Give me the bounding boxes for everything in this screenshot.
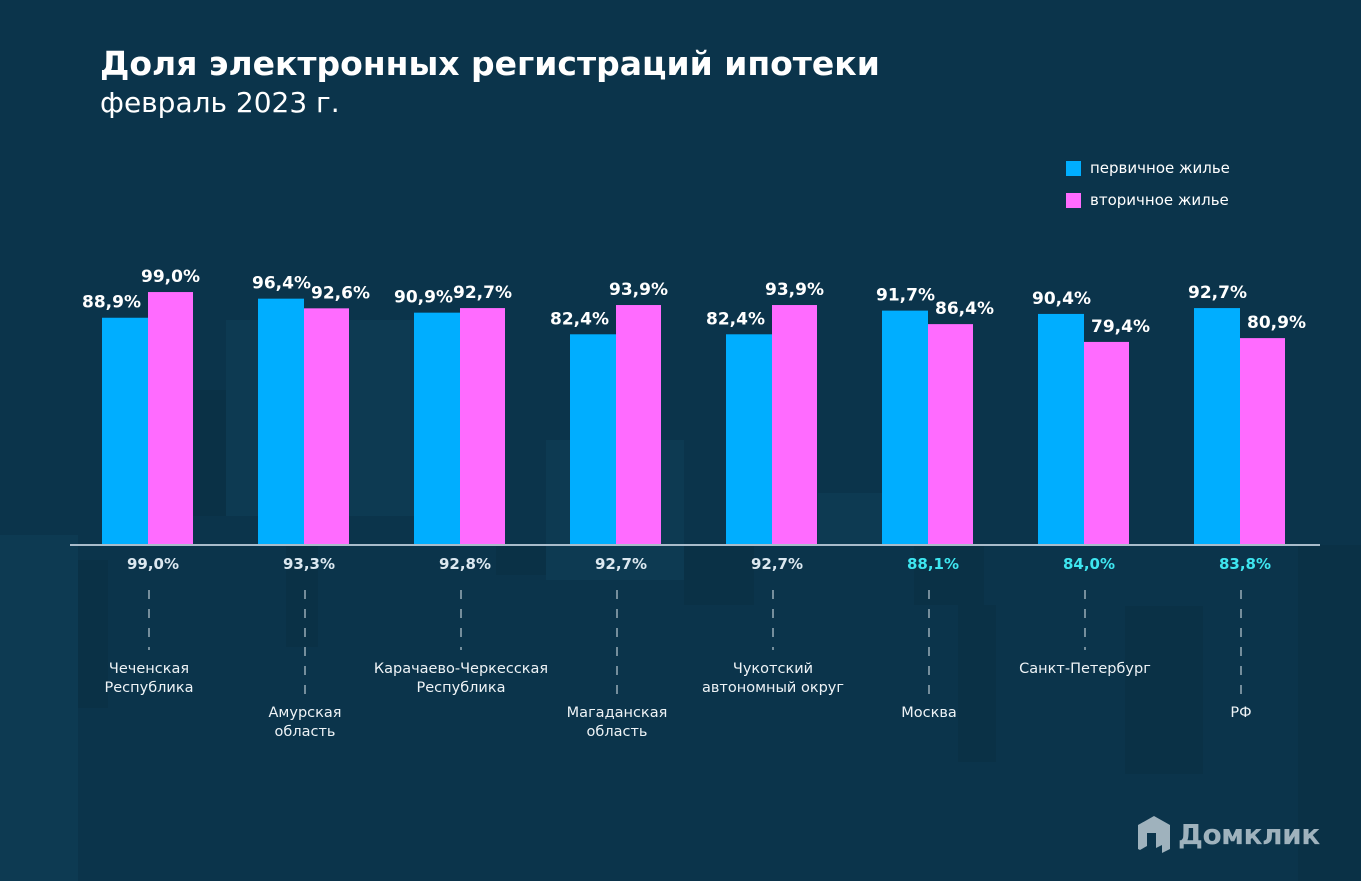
value-label-secondary: 93,9%: [609, 280, 668, 300]
value-label-primary: 90,4%: [1032, 289, 1091, 309]
value-label-secondary: 86,4%: [935, 299, 994, 319]
legend: первичное жилье вторичное жилье: [1066, 152, 1230, 216]
bar-primary: [1194, 308, 1240, 544]
total-label: 93,3%: [283, 555, 335, 573]
background-shape: [958, 605, 996, 762]
chart-subtitle: февраль 2023 г.: [100, 86, 340, 119]
category-label: Карачаево-Черкесская: [374, 661, 548, 677]
bar-secondary: [304, 308, 349, 544]
category-label: Чукотский: [733, 661, 813, 677]
background-shape: [1125, 606, 1203, 774]
category-label: Санкт-Петербург: [1019, 661, 1151, 677]
value-label-primary: 88,9%: [82, 293, 141, 313]
value-label-primary: 92,7%: [1188, 283, 1247, 303]
legend-label-primary: первичное жилье: [1090, 159, 1230, 177]
legend-swatch-secondary: [1066, 192, 1081, 208]
value-label-secondary: 79,4%: [1091, 317, 1150, 337]
value-label-primary: 82,4%: [550, 309, 609, 329]
category-label: Москва: [901, 705, 957, 721]
total-label: 92,8%: [439, 555, 491, 573]
bar-primary: [882, 310, 928, 544]
value-label-secondary: 93,9%: [765, 280, 824, 300]
bar-secondary: [616, 305, 661, 544]
house-logo-icon: [1138, 816, 1170, 853]
bar-secondary: [1240, 338, 1285, 544]
background-shape: [914, 545, 984, 605]
value-label-secondary: 80,9%: [1247, 313, 1306, 333]
bar-primary: [258, 298, 304, 544]
bar-secondary: [148, 292, 193, 544]
legend-label-secondary: вторичное жилье: [1090, 191, 1229, 209]
bar-secondary: [460, 308, 505, 544]
value-label-primary: 91,7%: [876, 286, 935, 306]
category-label: Чеченская: [109, 661, 189, 677]
bar-secondary: [772, 305, 817, 544]
background-shape: [0, 535, 78, 881]
category-label: Республика: [417, 680, 506, 696]
bar-primary: [102, 317, 148, 544]
value-label-primary: 90,9%: [394, 288, 453, 308]
category-label: РФ: [1230, 705, 1251, 721]
category-label: автономный округ: [702, 680, 844, 696]
background-shape: [286, 545, 318, 647]
value-label-secondary: 92,6%: [311, 283, 370, 303]
bar-primary: [726, 334, 772, 544]
category-label: Магаданская: [567, 705, 668, 721]
legend-swatch-primary: [1066, 160, 1081, 176]
background-shape: [78, 560, 108, 708]
total-label: 88,1%: [907, 555, 959, 573]
bar-primary: [1038, 313, 1084, 544]
chart-title: Доля электронных регистраций ипотеки: [100, 44, 880, 83]
bar-primary: [414, 312, 460, 544]
background-shape: [1298, 545, 1361, 881]
total-label: 84,0%: [1063, 555, 1115, 573]
background-shape: [496, 545, 546, 575]
brand-logo: Домклик: [1136, 815, 1320, 853]
background-shape: [684, 545, 754, 605]
total-label: 83,8%: [1219, 555, 1271, 573]
category-label: область: [275, 724, 336, 740]
bar-primary: [570, 334, 616, 544]
background-shape: [193, 390, 226, 516]
legend-item-primary: первичное жилье: [1066, 152, 1230, 184]
background-shape: [818, 493, 884, 545]
total-label: 99,0%: [127, 555, 179, 573]
bar-secondary: [1084, 341, 1129, 544]
value-label-secondary: 92,7%: [453, 283, 512, 303]
category-label: Республика: [105, 680, 194, 696]
legend-item-secondary: вторичное жилье: [1066, 184, 1230, 216]
total-label: 92,7%: [595, 555, 647, 573]
category-label: область: [587, 724, 648, 740]
category-label: Амурская: [269, 705, 342, 721]
total-label: 92,7%: [751, 555, 803, 573]
bar-secondary: [928, 324, 973, 544]
value-label-primary: 82,4%: [706, 309, 765, 329]
value-label-primary: 96,4%: [252, 274, 311, 294]
value-label-secondary: 99,0%: [141, 267, 200, 287]
logo-text: Домклик: [1178, 817, 1320, 851]
